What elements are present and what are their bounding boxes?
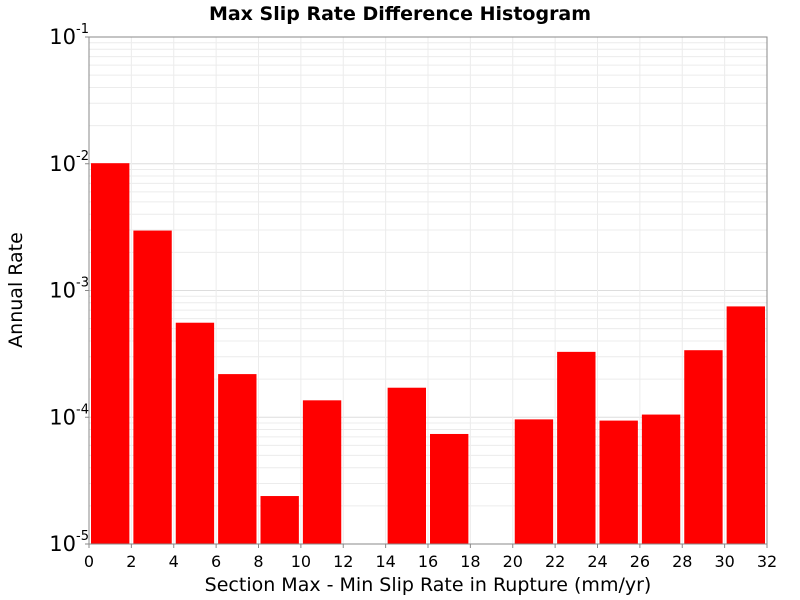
y-tick-label: 10 <box>49 152 76 176</box>
x-tick-label: 20 <box>503 552 523 571</box>
y-tick-exponent: -2 <box>76 149 89 164</box>
x-tick-label: 30 <box>714 552 734 571</box>
x-tick-label: 0 <box>84 552 94 571</box>
y-tick-label: 10 <box>49 279 76 303</box>
x-tick-label: 16 <box>418 552 438 571</box>
x-tick-label: 12 <box>333 552 353 571</box>
histogram-bar <box>557 351 596 544</box>
histogram-bar <box>599 420 638 544</box>
x-tick-label: 4 <box>169 552 179 571</box>
y-axis-ticks: 10-510-410-310-210-1 <box>49 22 89 556</box>
x-tick-label: 28 <box>672 552 692 571</box>
x-tick-label: 14 <box>375 552 395 571</box>
x-tick-label: 2 <box>126 552 136 571</box>
y-tick-exponent: -5 <box>76 529 89 544</box>
y-tick-label: 10 <box>49 405 76 429</box>
histogram-bar <box>387 387 426 544</box>
bar-series <box>91 163 765 544</box>
x-tick-label: 10 <box>291 552 311 571</box>
y-tick-label: 10 <box>49 25 76 49</box>
x-tick-label: 24 <box>587 552 607 571</box>
chart-title: Max Slip Rate Difference Histogram <box>209 3 591 25</box>
histogram-bar <box>302 400 342 544</box>
x-tick-label: 22 <box>545 552 565 571</box>
histogram-bar <box>641 414 681 544</box>
y-axis-label: Annual Rate <box>5 232 27 348</box>
y-tick-exponent: -4 <box>76 402 89 417</box>
x-tick-label: 18 <box>460 552 480 571</box>
histogram-bar <box>684 350 723 544</box>
y-tick-exponent: -3 <box>76 276 89 291</box>
histogram-bar <box>260 496 299 544</box>
histogram-bar <box>218 374 257 544</box>
x-tick-label: 6 <box>211 552 221 571</box>
y-tick-exponent: -1 <box>76 22 89 37</box>
x-tick-label: 32 <box>757 552 777 571</box>
histogram-bar <box>91 163 130 544</box>
histogram-bar <box>430 433 469 544</box>
histogram-bar <box>726 306 765 544</box>
histogram-bar <box>133 230 172 544</box>
x-tick-label: 26 <box>630 552 650 571</box>
y-tick-label: 10 <box>49 532 76 556</box>
x-tick-label: 8 <box>253 552 263 571</box>
x-axis-label: Section Max - Min Slip Rate in Rupture (… <box>205 574 652 596</box>
histogram-bar <box>514 419 554 544</box>
histogram-bar <box>175 322 215 544</box>
x-axis-ticks: 0 2 4 6 8 10 12 14 16 18 20 22 24 26 28 30 32 <box>84 544 777 571</box>
